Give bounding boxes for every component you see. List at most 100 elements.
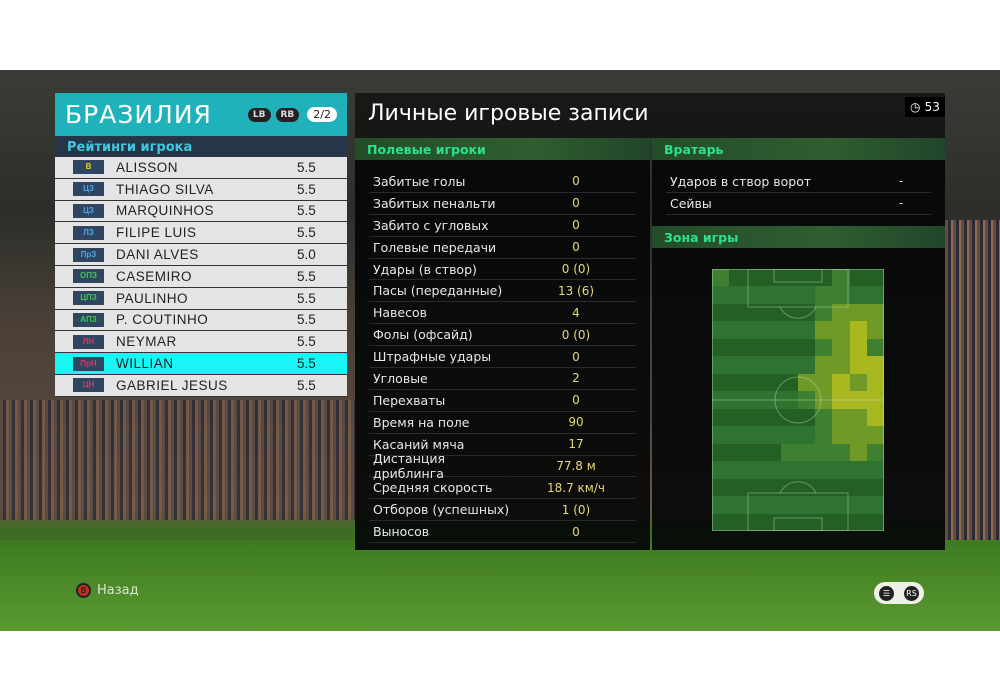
gk-stats-list: Ударов в створ ворот - Сейвы -	[652, 160, 945, 215]
heatmap-cell	[832, 373, 850, 392]
heatmap-cell	[866, 338, 884, 357]
player-name: CASEMIRO	[116, 268, 193, 284]
chat-controls[interactable]: ☰ RS	[874, 582, 924, 604]
back-button[interactable]: B Назад	[76, 583, 139, 598]
rb-button[interactable]: RB	[275, 107, 300, 122]
heatmap-cell	[832, 391, 850, 409]
player-row[interactable]: АПЗ P. COUTINHO 5.5	[55, 309, 347, 332]
heatmap-cell	[832, 286, 850, 304]
heatmap-cell	[798, 496, 816, 514]
player-rating: 5.5	[297, 334, 316, 350]
stat-row: Сейвы -	[666, 193, 931, 215]
stat-label: Пасы (переданные)	[373, 283, 503, 299]
heatmap-cell	[849, 408, 867, 427]
player-row[interactable]: ЦН GABRIEL JESUS 5.5	[55, 374, 347, 397]
position-badge: АПЗ	[73, 312, 104, 327]
heatmap-cell	[849, 373, 867, 392]
stat-label: Сейвы	[670, 195, 712, 211]
player-rating: 5.5	[297, 312, 316, 328]
heatmap-cell	[832, 356, 850, 374]
team-header: БРАЗИЛИЯ LB RB 2/2	[55, 93, 347, 136]
player-rating: 5.5	[297, 356, 316, 372]
position-badge: ЦЗ	[73, 203, 104, 218]
position-badge: ЛН	[73, 334, 104, 349]
heatmap-cell	[798, 286, 816, 304]
goalkeeper-header: Вратарь	[652, 138, 945, 160]
position-badge: ПрН	[73, 356, 104, 371]
heatmap-cell	[712, 513, 730, 531]
player-name: WILLIAN	[116, 356, 174, 372]
timer-value: 53	[924, 100, 940, 114]
stat-row: Навесов 4	[369, 302, 636, 325]
heatmap-cell	[832, 513, 850, 531]
heatmap-cell	[815, 356, 833, 374]
heatmap-cell	[815, 461, 833, 479]
heatmap-cell	[780, 408, 798, 427]
heatmap-cell	[849, 443, 867, 462]
player-name: ALISSON	[116, 159, 179, 175]
b-button-icon: B	[76, 583, 91, 598]
lb-button[interactable]: LB	[247, 107, 271, 122]
stat-value: 4	[572, 305, 580, 320]
player-row[interactable]: ЦЗ MARQUINHOS 5.5	[55, 200, 347, 223]
heatmap-cell	[798, 391, 816, 409]
player-row[interactable]: ЛЗ FILIPE LUIS 5.5	[55, 222, 347, 245]
stat-label: Удары (в створ)	[373, 261, 477, 277]
player-name: GABRIEL JESUS	[116, 377, 228, 393]
heatmap-cell	[729, 269, 747, 287]
heatmap-cell	[780, 496, 798, 514]
heatmap-cell	[866, 373, 884, 392]
player-row[interactable]: В ALISSON 5.5	[55, 157, 347, 179]
heatmap-cell	[815, 303, 833, 322]
player-rating: 5.0	[297, 247, 316, 263]
heatmap-cell	[746, 338, 764, 357]
stat-row: Забито с угловых 0	[369, 215, 636, 237]
heatmap-cell	[849, 426, 867, 444]
heatmap-cell	[815, 443, 833, 462]
player-row[interactable]: ПрЗ DANI ALVES 5.0	[55, 244, 347, 266]
player-row[interactable]: ОПЗ CASEMIRO 5.5	[55, 265, 347, 288]
heatmap-cell	[763, 321, 781, 339]
stat-label: Голевые передачи	[373, 239, 497, 255]
heatmap-cell	[815, 269, 833, 287]
heatmap-cell	[746, 303, 764, 322]
heatmap-cell	[712, 426, 730, 444]
player-rating: 5.5	[297, 377, 316, 393]
position-badge: В	[73, 160, 104, 175]
heatmap-cell	[746, 513, 764, 531]
player-row[interactable]: ЦПЗ PAULINHO 5.5	[55, 287, 347, 310]
heatmap-cell	[746, 356, 764, 374]
stat-row: Ударов в створ ворот -	[666, 171, 931, 193]
stat-label: Дистанция дриблинга	[373, 451, 446, 482]
heatmap-cell	[832, 408, 850, 427]
heatmap-cell	[798, 426, 816, 444]
heatmap-cell	[815, 373, 833, 392]
heatmap-cell	[815, 391, 833, 409]
player-row[interactable]: ПрН WILLIAN 5.5	[55, 353, 347, 375]
heatmap-cell	[832, 303, 850, 322]
chat-icon[interactable]: ☰	[879, 585, 894, 601]
heatmap-cell	[866, 391, 884, 409]
crowd	[0, 400, 355, 520]
position-badge: ЦН	[73, 378, 104, 393]
heatmap-cell	[746, 426, 764, 444]
player-rating: 5.5	[297, 159, 316, 175]
heatmap-cell	[815, 286, 833, 304]
stat-row: Отборов (успешных) 1 (0)	[369, 499, 636, 522]
heatmap-cell	[780, 443, 798, 462]
heatmap-cell	[763, 478, 781, 497]
heatmap-cell	[729, 478, 747, 497]
page-title: Личные игровые записи	[368, 101, 649, 126]
stat-value: 0	[572, 174, 580, 189]
heatmap-cell	[780, 478, 798, 497]
heatmap-cell	[729, 303, 747, 322]
heatmap-cell	[815, 321, 833, 339]
player-row[interactable]: ЛН NEYMAR 5.5	[55, 331, 347, 354]
heatmap-cell	[832, 321, 850, 339]
stat-row: Средняя скорость 18.7 км/ч	[369, 477, 636, 500]
player-row[interactable]: ЦЗ THIAGO SILVA 5.5	[55, 178, 347, 201]
heatmap-cell	[849, 461, 867, 479]
heatmap-cell	[798, 513, 816, 531]
rs-button-icon[interactable]: RS	[904, 585, 919, 601]
heatmap-cell	[746, 391, 764, 409]
